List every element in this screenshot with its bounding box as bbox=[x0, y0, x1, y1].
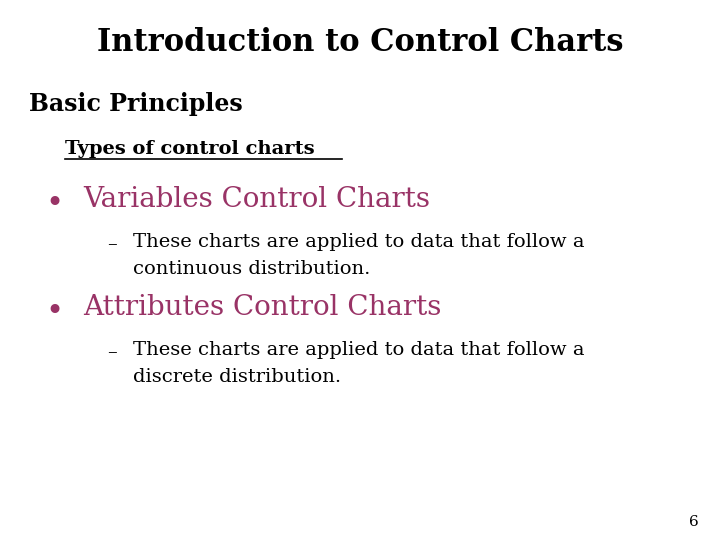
Text: These charts are applied to data that follow a: These charts are applied to data that fo… bbox=[133, 233, 585, 251]
Text: –: – bbox=[107, 235, 117, 253]
Text: continuous distribution.: continuous distribution. bbox=[133, 260, 371, 278]
Text: Variables Control Charts: Variables Control Charts bbox=[83, 186, 430, 213]
Text: Basic Principles: Basic Principles bbox=[29, 92, 243, 116]
Text: Attributes Control Charts: Attributes Control Charts bbox=[83, 294, 441, 321]
Text: These charts are applied to data that follow a: These charts are applied to data that fo… bbox=[133, 341, 585, 359]
Text: Introduction to Control Charts: Introduction to Control Charts bbox=[96, 27, 624, 58]
Text: •: • bbox=[45, 297, 63, 328]
Text: 6: 6 bbox=[688, 515, 698, 529]
Text: discrete distribution.: discrete distribution. bbox=[133, 368, 341, 386]
Text: •: • bbox=[45, 189, 63, 220]
Text: –: – bbox=[107, 343, 117, 361]
Text: Types of control charts: Types of control charts bbox=[65, 140, 315, 158]
